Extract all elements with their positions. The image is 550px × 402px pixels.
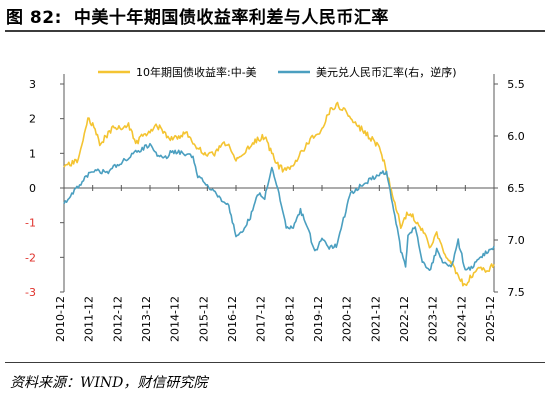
right-y-tick-label: 6.5 — [507, 182, 525, 195]
right-y-tick-label: 6.0 — [507, 130, 525, 143]
x-tick-label: 2023-12 — [427, 296, 440, 342]
x-tick-label: 2013-12 — [140, 296, 153, 342]
figure-title: 图 82: 中美十年期国债收益率利差与人民币汇率 — [6, 3, 544, 28]
title-rule — [5, 30, 545, 32]
legend-label-spread: 10年期国债收益率:中-美 — [136, 65, 257, 79]
right-y-tick-label: 5.5 — [507, 78, 525, 91]
source-note: 资料来源：WIND，财信研究院 — [10, 375, 208, 391]
left-y-tick-label: 0 — [29, 182, 36, 195]
left-y-tick-label: 3 — [29, 78, 36, 91]
fx-series-line — [63, 142, 495, 271]
left-y-tick-label: 2 — [29, 113, 36, 126]
left-y-tick-label: -3 — [25, 286, 36, 299]
left-y-tick-label: -1 — [25, 217, 36, 230]
x-tick-label: 2018-12 — [283, 296, 296, 342]
figure-number: 图 82: — [6, 8, 62, 28]
left-y-tick-label: 1 — [29, 147, 36, 160]
x-tick-label: 2011-12 — [83, 296, 96, 342]
source-rule — [5, 362, 545, 363]
x-tick-label: 2015-12 — [197, 296, 210, 342]
x-tick-label: 2014-12 — [169, 296, 182, 342]
legend-label-fx: 美元兑人民币汇率(右，逆序) — [316, 65, 457, 79]
spread-series-line — [63, 101, 495, 287]
left-y-tick-label: -2 — [25, 251, 36, 264]
x-tick-label: 2017-12 — [255, 296, 268, 342]
x-tick-label: 2024-12 — [455, 296, 468, 342]
right-y-tick-label: 7.0 — [507, 234, 525, 247]
x-tick-label: 2016-12 — [226, 296, 239, 342]
figure-title-text: 中美十年期国债收益率利差与人民币汇率 — [73, 8, 389, 28]
x-tick-label: 2019-12 — [312, 296, 325, 342]
x-tick-label: 2020-12 — [341, 296, 354, 342]
x-tick-label: 2012-12 — [111, 296, 124, 342]
x-tick-label: 2022-12 — [398, 296, 411, 342]
x-tick-label: 2025-12 — [484, 296, 497, 342]
dual-axis-line-chart: 3 2 1 0 -1 -2 -3 5.5 6.0 6.5 7.0 7.5 2010-12 2011-12 2… — [25, 65, 525, 342]
right-y-tick-label: 7.5 — [507, 286, 525, 299]
x-tick-label: 2010-12 — [54, 296, 67, 342]
x-tick-label: 2021-12 — [369, 296, 382, 342]
